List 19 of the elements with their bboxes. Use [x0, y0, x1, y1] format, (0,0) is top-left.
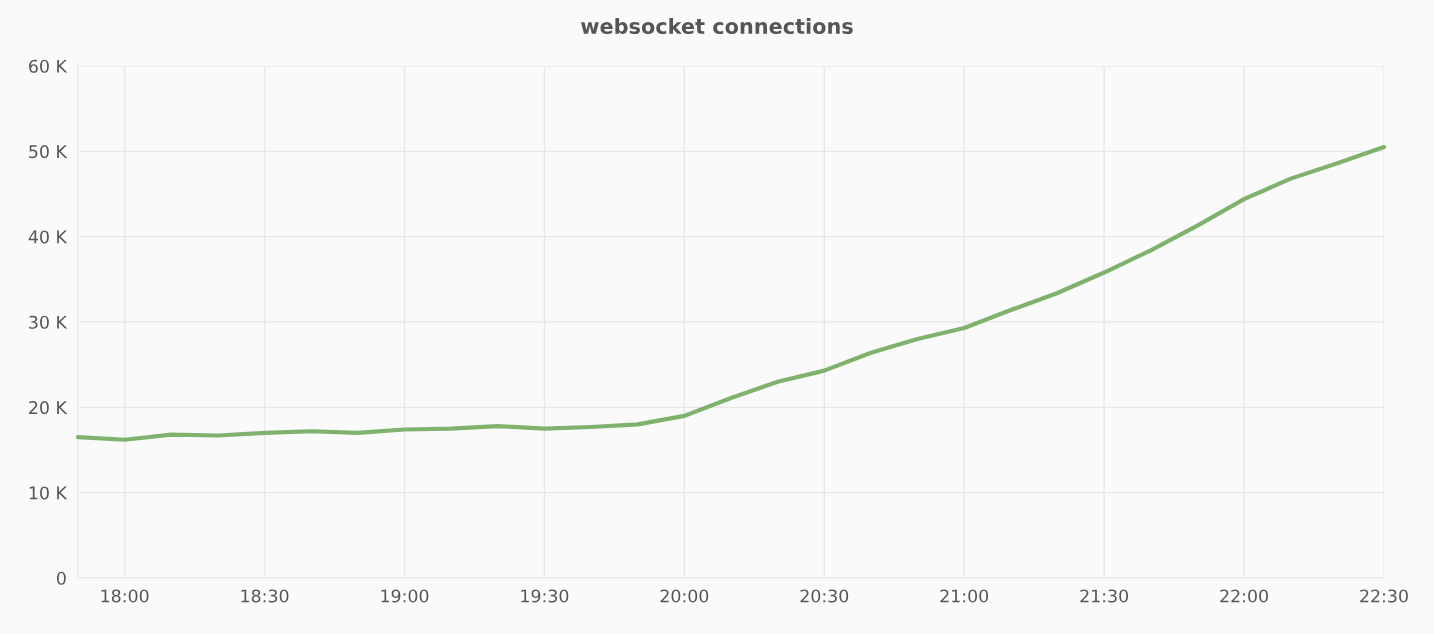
- y-tick-label: 10 K: [29, 486, 68, 500]
- y-tick-label: 30 K: [29, 315, 68, 329]
- chart-title: websocket connections: [581, 17, 853, 35]
- x-tick-label: 19:00: [381, 589, 429, 603]
- y-tick-label: 60 K: [29, 59, 68, 73]
- x-tick-label: 18:00: [101, 589, 149, 603]
- y-tick-label: 50 K: [29, 145, 68, 159]
- x-tick-label: 20:30: [800, 589, 849, 603]
- x-tick-label: 22:00: [1220, 589, 1268, 603]
- x-tick-label: 18:30: [241, 589, 289, 603]
- y-tick-label: 0: [56, 571, 66, 585]
- x-tick-label: 21:30: [1080, 589, 1129, 603]
- y-tick-label: 20 K: [29, 401, 68, 415]
- x-tick-label: 21:00: [940, 589, 989, 603]
- x-tick-label: 22:30: [1360, 589, 1408, 603]
- line-series: [75, 144, 1387, 442]
- y-tick-label: 40 K: [28, 230, 68, 244]
- x-tick-label: 20:00: [660, 589, 709, 603]
- x-tick-label: 19:30: [521, 589, 569, 603]
